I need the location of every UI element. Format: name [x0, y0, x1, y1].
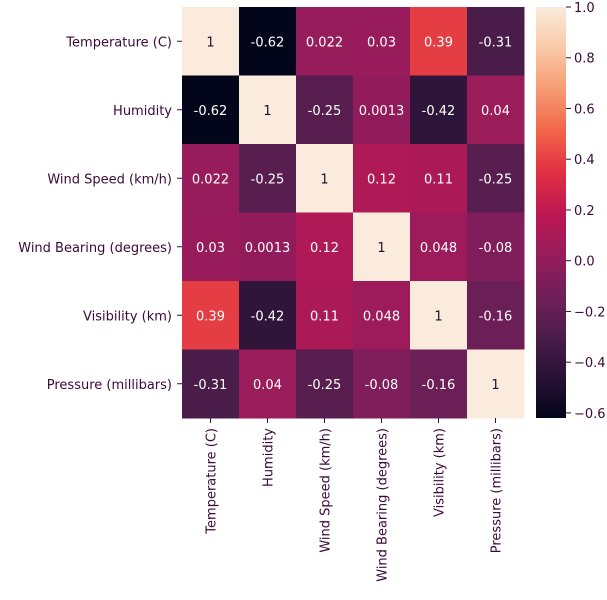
- heatmap-cell: [410, 144, 468, 213]
- x-tick-label: Wind Speed (km/h): [319, 428, 334, 553]
- cell-annotation: 0.12: [367, 172, 396, 187]
- colorbar-tick-label: 0.2: [574, 204, 595, 219]
- heatmap-cell: [182, 212, 240, 282]
- cell-annotation: 0.39: [196, 309, 225, 324]
- cell-annotation: 0.04: [253, 378, 282, 393]
- cell-annotation: -0.31: [194, 378, 228, 393]
- heatmap-cell: [296, 281, 354, 350]
- cell-annotation: 0.03: [196, 241, 225, 256]
- heatmap-cell: [296, 7, 354, 76]
- x-tick-label: Temperature (C): [205, 428, 220, 535]
- heatmap-cell: [182, 281, 240, 350]
- cell-annotation: 1: [434, 309, 442, 324]
- cell-annotation: 0.022: [192, 172, 229, 187]
- cell-annotation: -0.16: [422, 378, 456, 393]
- heatmap-cell: [296, 212, 354, 282]
- heatmap-cell: [182, 349, 240, 419]
- heatmap-cell: [239, 75, 297, 145]
- cell-annotation: 0.0013: [359, 104, 405, 119]
- heatmap-cell: [467, 349, 525, 419]
- y-tick-label: Humidity: [113, 104, 172, 119]
- cell-annotation: 0.12: [310, 241, 339, 256]
- cell-annotation: 1: [377, 241, 385, 256]
- cell-annotation: 1: [206, 35, 214, 50]
- heatmap-cell: [182, 75, 240, 145]
- cell-annotation: 1: [491, 378, 499, 393]
- heatmap-cell: [239, 212, 297, 282]
- cell-annotation: -0.16: [479, 309, 513, 324]
- cell-annotation: -0.62: [194, 104, 228, 119]
- colorbar-tick-label: 0.4: [574, 153, 595, 168]
- cell-annotation: 1: [320, 172, 328, 187]
- y-tick-label: Wind Bearing (degrees): [18, 241, 172, 256]
- y-tick-label: Visibility (km): [83, 309, 172, 324]
- cell-annotation: -0.25: [308, 104, 342, 119]
- colorbar-tick-label: −0.6: [574, 407, 606, 422]
- heatmap-cell: [239, 7, 297, 76]
- heatmap-cell: [467, 7, 525, 76]
- heatmap-cell: [410, 75, 468, 145]
- heatmap-cell: [353, 144, 411, 213]
- heatmap-cell: [239, 349, 297, 419]
- colorbar-tick-label: 0.8: [574, 52, 595, 67]
- x-tick-label: Pressure (millibars): [490, 428, 505, 553]
- heatmap-cell: [353, 281, 411, 350]
- cell-annotation: -0.25: [479, 172, 513, 187]
- x-tick-label: Humidity: [262, 428, 277, 487]
- colorbar-tick-label: 0.6: [574, 102, 595, 117]
- cell-annotation: -0.31: [479, 35, 513, 50]
- cell-annotation: -0.25: [251, 172, 285, 187]
- heatmap-cell: [296, 75, 354, 145]
- heatmap-cell: [296, 349, 354, 419]
- heatmap-cell: [410, 7, 468, 76]
- x-tick-label: Wind Bearing (degrees): [376, 428, 391, 582]
- colorbar-tick-label: −0.2: [574, 305, 606, 320]
- heatmap-cell: [296, 144, 354, 213]
- cell-annotation: 1: [263, 104, 271, 119]
- cell-annotation: -0.42: [251, 309, 285, 324]
- colorbar-tick-label: −0.4: [574, 356, 606, 371]
- y-tick-label: Wind Speed (km/h): [47, 172, 172, 187]
- y-tick-label: Pressure (millibars): [47, 378, 172, 393]
- colorbar-tick-label: 0.0: [574, 255, 595, 270]
- heatmap-cell: [410, 281, 468, 350]
- heatmap-cell: [467, 144, 525, 213]
- heatmap-cell: [467, 281, 525, 350]
- heatmap-cell: [353, 212, 411, 282]
- y-tick-label: Temperature (C): [65, 35, 172, 50]
- heatmap-cell: [467, 75, 525, 145]
- heatmap-cell: [353, 7, 411, 76]
- heatmap-cell: [467, 212, 525, 282]
- cell-annotation: -0.08: [365, 378, 399, 393]
- cell-annotation: 0.04: [481, 104, 510, 119]
- heatmap-cell: [239, 281, 297, 350]
- heatmap-cell: [182, 7, 240, 76]
- heatmap-cell: [353, 349, 411, 419]
- x-tick-label: Visibility (km): [433, 428, 448, 517]
- cell-annotation: 0.11: [424, 172, 453, 187]
- colorbar-tick-label: 1.0: [574, 1, 595, 16]
- heatmap-cell: [353, 75, 411, 145]
- cell-annotation: -0.62: [251, 35, 285, 50]
- colorbar: [536, 7, 566, 418]
- cell-annotation: 0.0013: [245, 241, 291, 256]
- cell-annotation: 0.11: [310, 309, 339, 324]
- cell-annotation: 0.048: [420, 241, 457, 256]
- heatmap-cell: [239, 144, 297, 213]
- heatmap-cell: [410, 212, 468, 282]
- heatmap-cell: [410, 349, 468, 419]
- cell-annotation: -0.25: [308, 378, 342, 393]
- heatmap-cell: [182, 144, 240, 213]
- cell-annotation: -0.42: [422, 104, 456, 119]
- cell-annotation: 0.022: [306, 35, 343, 50]
- cell-annotation: -0.08: [479, 241, 513, 256]
- cell-annotation: 0.03: [367, 35, 396, 50]
- cell-annotation: 0.39: [424, 35, 453, 50]
- cell-annotation: 0.048: [363, 309, 400, 324]
